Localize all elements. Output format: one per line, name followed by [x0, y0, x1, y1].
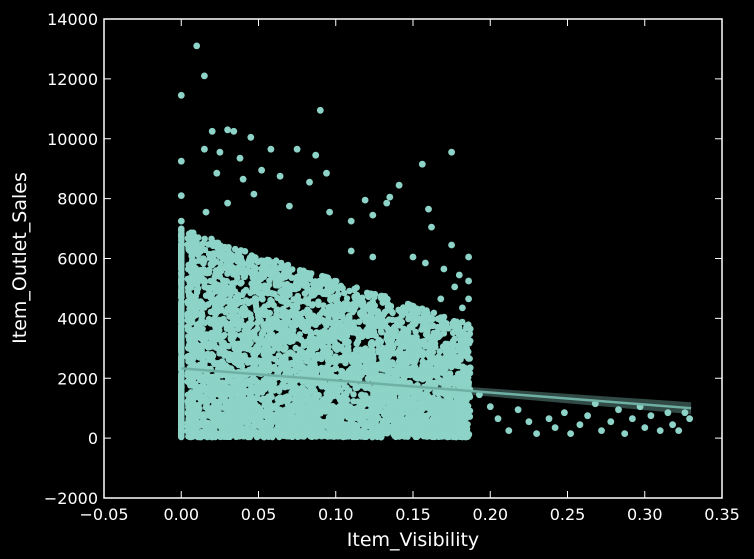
scatter-point	[411, 314, 418, 321]
scatter-point	[464, 403, 471, 410]
scatter-point	[351, 286, 358, 294]
scatter-point	[405, 332, 412, 340]
scatter-point	[379, 344, 386, 351]
scatter-point	[352, 303, 359, 310]
scatter-point	[207, 320, 214, 327]
scatter-point	[207, 308, 214, 316]
scatter-point	[350, 398, 357, 405]
scatter-point	[328, 287, 335, 295]
scatter-point	[228, 280, 236, 287]
scatter-point	[202, 292, 210, 299]
scatter-point	[280, 346, 287, 353]
scatter-point	[278, 259, 285, 267]
scatter-point	[271, 356, 279, 363]
scatter-point	[301, 290, 309, 297]
scatter-point	[389, 309, 396, 316]
scatter-point	[412, 328, 419, 336]
scatter-point	[342, 339, 349, 346]
scatter-point	[315, 298, 322, 305]
scatter-point	[346, 287, 353, 295]
scatter-point	[343, 295, 351, 302]
scatter-point	[200, 255, 207, 262]
scatter-point	[193, 287, 201, 294]
scatter-point	[374, 340, 381, 348]
scatter-point	[330, 332, 337, 339]
scatter-point	[240, 288, 248, 295]
scatter-point	[266, 277, 273, 284]
scatter-point	[184, 326, 192, 334]
scatter-point	[227, 399, 234, 406]
scatter-point	[447, 349, 455, 357]
scatter-point	[252, 302, 260, 310]
scatter-point	[341, 289, 348, 297]
scatter-point	[401, 370, 408, 377]
scatter-point	[426, 354, 434, 361]
scatter-point	[264, 290, 272, 297]
scatter-point	[333, 277, 340, 285]
scatter-point	[304, 285, 311, 292]
scatter-point	[436, 348, 443, 355]
scatter-point	[334, 391, 341, 398]
scatter-point	[320, 302, 327, 309]
scatter-point	[275, 352, 283, 359]
scatter-point	[430, 309, 438, 316]
scatter-point	[419, 348, 426, 356]
scatter-point	[369, 369, 377, 376]
scatter-cloud	[178, 225, 474, 441]
scatter-point	[375, 349, 382, 356]
scatter-point	[309, 301, 317, 308]
scatter-point	[439, 343, 447, 350]
scatter-point	[350, 391, 357, 398]
scatter-point	[237, 280, 244, 287]
scatter-point	[358, 312, 365, 319]
scatter-point	[418, 326, 425, 333]
scatter-point	[225, 343, 232, 350]
scatter-point	[466, 393, 474, 401]
scatter-point	[465, 331, 473, 338]
scatter-point	[313, 344, 320, 352]
scatter-point	[274, 306, 281, 313]
